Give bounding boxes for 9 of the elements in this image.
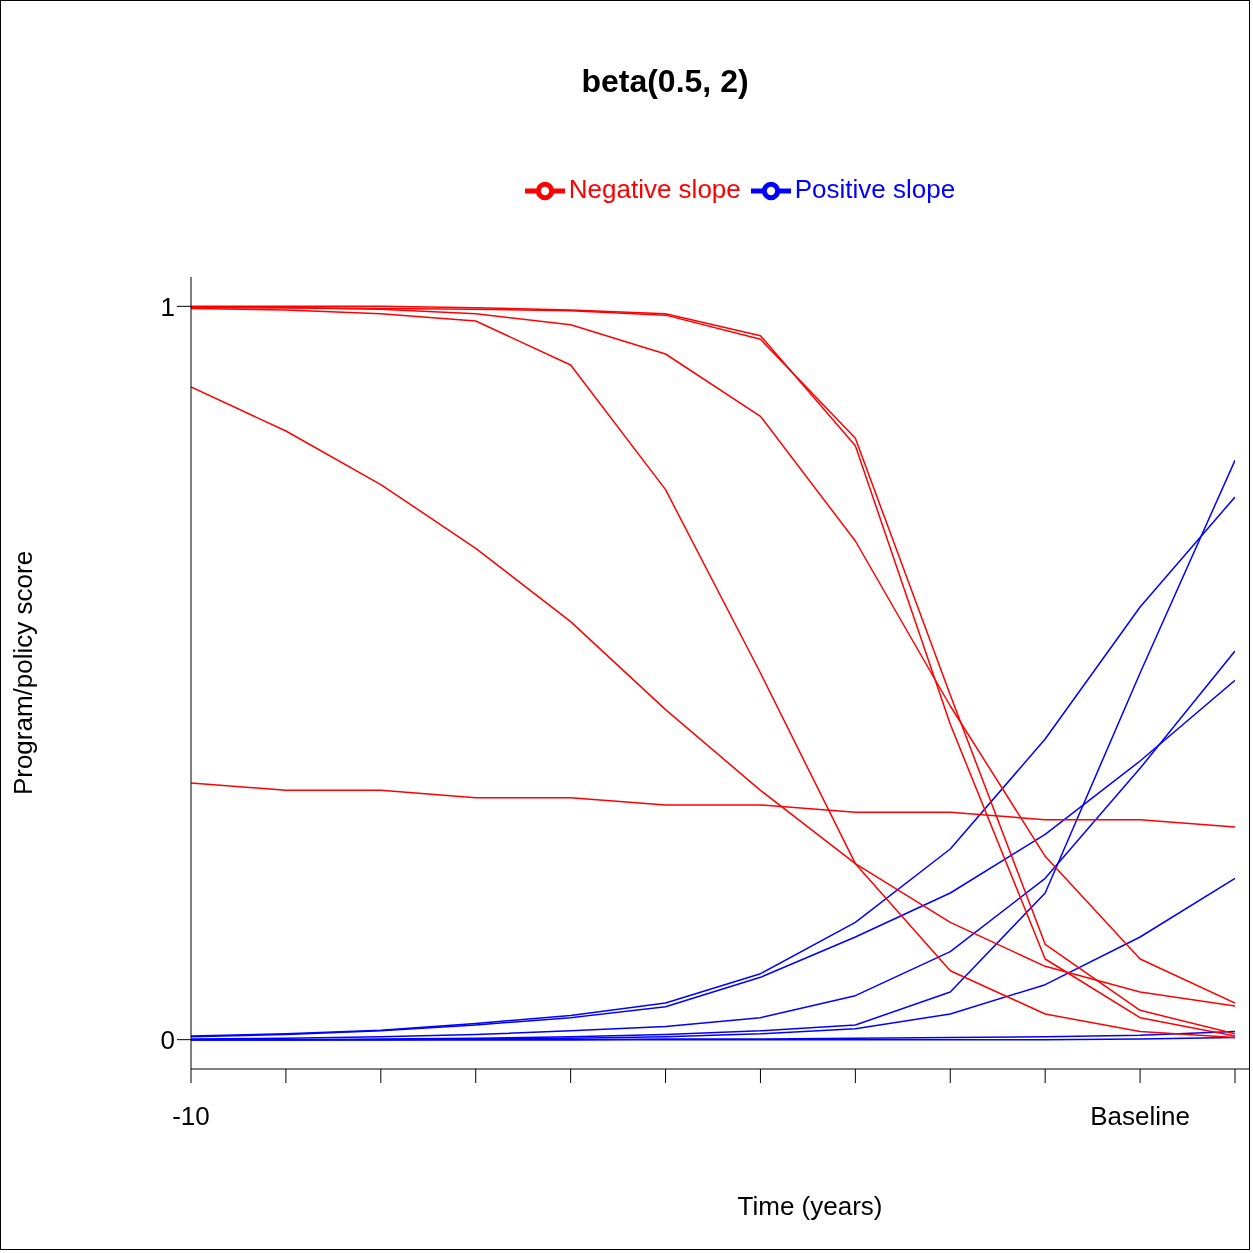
x-tick-label: Baseline (1090, 1101, 1190, 1132)
y-tick-label: 1 (160, 291, 175, 322)
y-axis-title: Program/policy score (8, 550, 39, 796)
x-tick-label: -10 (172, 1101, 210, 1132)
y-tick-label: 0 (160, 1024, 175, 1055)
chart-title: beta(0.5, 2) (580, 63, 750, 100)
legend-label: Positive slope (794, 173, 956, 204)
x-axis-title: Time (years) (737, 1191, 883, 1221)
legend-label: Negative slope (568, 173, 741, 204)
